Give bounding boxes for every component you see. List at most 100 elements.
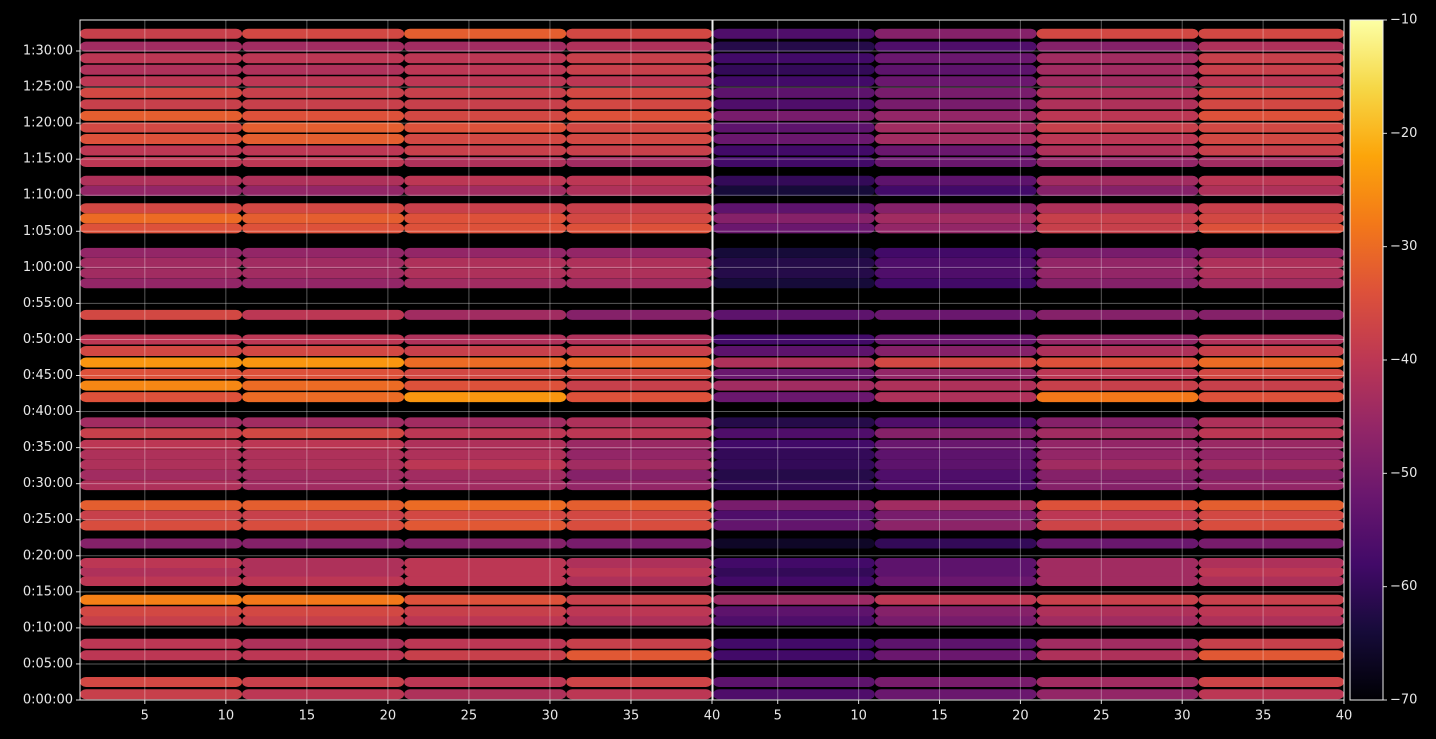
heat-cell	[242, 122, 405, 133]
heat-cell	[874, 64, 1037, 75]
heat-cell	[404, 689, 567, 700]
heat-cell	[1198, 676, 1344, 687]
heat-cell	[713, 380, 875, 391]
heat-cell	[1036, 203, 1199, 214]
y-tick-label: 0:05:00	[23, 656, 73, 671]
heat-cell	[80, 76, 243, 87]
heat-cell	[404, 676, 567, 687]
colorbar-tick-label: −20	[1390, 126, 1417, 141]
heat-cell	[566, 576, 712, 587]
x-tick-label: 35	[623, 709, 640, 724]
heat-cell	[242, 64, 405, 75]
heat-cell	[874, 449, 1037, 460]
heat-cell	[713, 606, 875, 617]
axes-frame	[79, 19, 713, 701]
heat-cell	[713, 145, 875, 156]
heat-cell	[566, 145, 712, 156]
heat-cell	[1198, 247, 1344, 258]
heat-cell	[713, 392, 875, 403]
heat-cell	[566, 213, 712, 224]
heat-cell	[80, 594, 243, 605]
heat-cell	[713, 480, 875, 491]
heat-cell	[404, 594, 567, 605]
heat-cell	[1036, 41, 1199, 52]
heat-cell	[242, 449, 405, 460]
heat-cell	[566, 380, 712, 391]
heat-cell	[713, 185, 875, 196]
y-tick-label: 0:20:00	[23, 548, 73, 563]
heat-cell	[713, 594, 875, 605]
heat-cell	[874, 357, 1037, 368]
heat-cell	[404, 638, 567, 649]
heat-cell	[242, 439, 405, 450]
heat-cell	[404, 64, 567, 75]
heat-cell	[80, 576, 243, 587]
heat-cell	[874, 247, 1037, 258]
heat-cell	[404, 470, 567, 481]
heat-cell	[1198, 133, 1344, 144]
heat-cell	[404, 500, 567, 511]
heat-cell	[242, 87, 405, 98]
heat-cell	[566, 357, 712, 368]
heat-cell	[713, 99, 875, 110]
heat-cell	[80, 175, 243, 186]
heat-cell	[404, 258, 567, 269]
colorbar-frame	[1349, 19, 1384, 701]
heat-cell	[566, 223, 712, 234]
x-tick-label: 5	[774, 709, 782, 724]
heat-cell	[1036, 538, 1199, 549]
heat-cell	[566, 53, 712, 64]
heat-cell	[713, 203, 875, 214]
heat-cell	[1198, 110, 1344, 121]
heat-cell	[1198, 203, 1344, 214]
heat-cell	[80, 345, 243, 356]
heat-cell	[80, 459, 243, 470]
heat-cell	[1036, 110, 1199, 121]
heat-cell	[874, 510, 1037, 521]
heat-cell	[404, 566, 567, 577]
heat-cell	[80, 334, 243, 345]
heat-cell	[874, 520, 1037, 531]
heat-cell	[1198, 41, 1344, 52]
heat-cell	[566, 203, 712, 214]
heat-cell	[713, 557, 875, 568]
heat-cell	[1198, 28, 1344, 39]
heat-cell	[713, 369, 875, 380]
heat-cell	[242, 650, 405, 661]
heat-cell	[80, 606, 243, 617]
heat-cell	[566, 110, 712, 121]
heat-cell	[874, 638, 1037, 649]
heat-cell	[874, 345, 1037, 356]
heat-cell	[566, 417, 712, 428]
heat-cell	[242, 510, 405, 521]
heat-cell	[713, 64, 875, 75]
heat-cell	[713, 428, 875, 439]
heat-cell	[566, 392, 712, 403]
heat-cell	[1036, 64, 1199, 75]
heat-cell	[80, 28, 243, 39]
heat-cell	[242, 345, 405, 356]
colorbar-tick-label: −10	[1390, 13, 1417, 28]
heat-cell	[1036, 145, 1199, 156]
heat-cell	[1198, 87, 1344, 98]
heat-cell	[80, 638, 243, 649]
heat-cell	[566, 615, 712, 626]
heat-cell	[713, 247, 875, 258]
heat-cell	[713, 357, 875, 368]
heat-cell	[713, 459, 875, 470]
heat-cell	[80, 122, 243, 133]
heat-cell	[874, 309, 1037, 320]
heat-cell	[242, 638, 405, 649]
heat-cell	[1036, 380, 1199, 391]
heat-cell	[1198, 538, 1344, 549]
heat-cell	[242, 459, 405, 470]
heat-cell	[1198, 689, 1344, 700]
heat-cell	[566, 459, 712, 470]
heat-cell	[80, 615, 243, 626]
y-tick-label: 0:10:00	[23, 620, 73, 635]
heat-cell	[404, 334, 567, 345]
heat-cell	[242, 334, 405, 345]
heat-cell	[566, 369, 712, 380]
heat-cell	[1198, 369, 1344, 380]
heat-cell	[1036, 510, 1199, 521]
